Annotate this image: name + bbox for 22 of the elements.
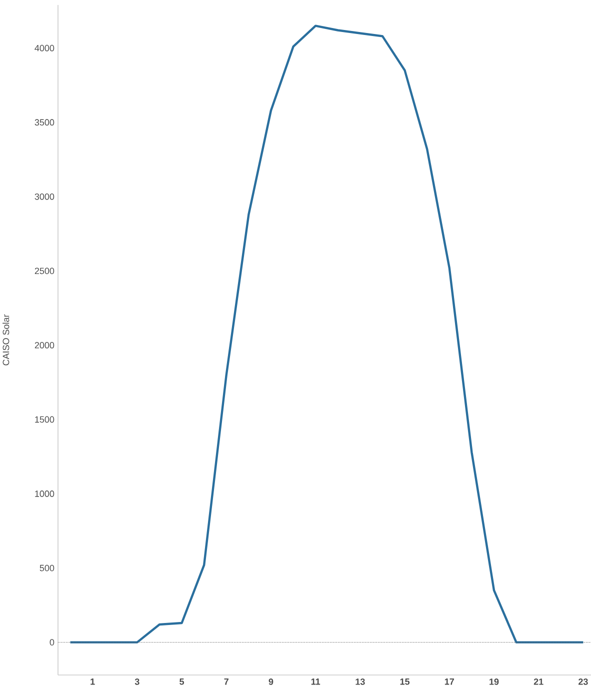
x-tick-label: 13 bbox=[356, 678, 365, 685]
x-tick-label: 15 bbox=[400, 678, 410, 685]
x-tick-label: 5 bbox=[180, 678, 184, 685]
x-tick-label: 9 bbox=[268, 678, 274, 685]
x-tick-label: 11 bbox=[311, 678, 320, 685]
x-tick-label: 23 bbox=[578, 678, 588, 685]
x-tick-label: 7 bbox=[224, 678, 228, 685]
y-axis-title: CAISO Solar bbox=[2, 314, 10, 366]
x-tick-label: 19 bbox=[490, 678, 499, 685]
x-tick-label: 1 bbox=[90, 678, 95, 685]
y-tick-label: 0 bbox=[50, 639, 54, 646]
y-tick-label: 500 bbox=[40, 564, 54, 572]
y-tick-label: 2000 bbox=[34, 342, 54, 348]
x-tick-label: 3 bbox=[134, 678, 140, 685]
y-tick-label: 4000 bbox=[34, 44, 54, 52]
y-tick-label: 3500 bbox=[34, 119, 54, 126]
x-tick-label: 21 bbox=[534, 678, 544, 685]
y-tick-label: 1500 bbox=[35, 416, 54, 423]
x-tick-label: 17 bbox=[444, 678, 454, 685]
y-tick-label: 2500 bbox=[34, 268, 54, 274]
y-tick-label: 1000 bbox=[35, 490, 54, 497]
y-tick-label: 3000 bbox=[34, 193, 54, 200]
